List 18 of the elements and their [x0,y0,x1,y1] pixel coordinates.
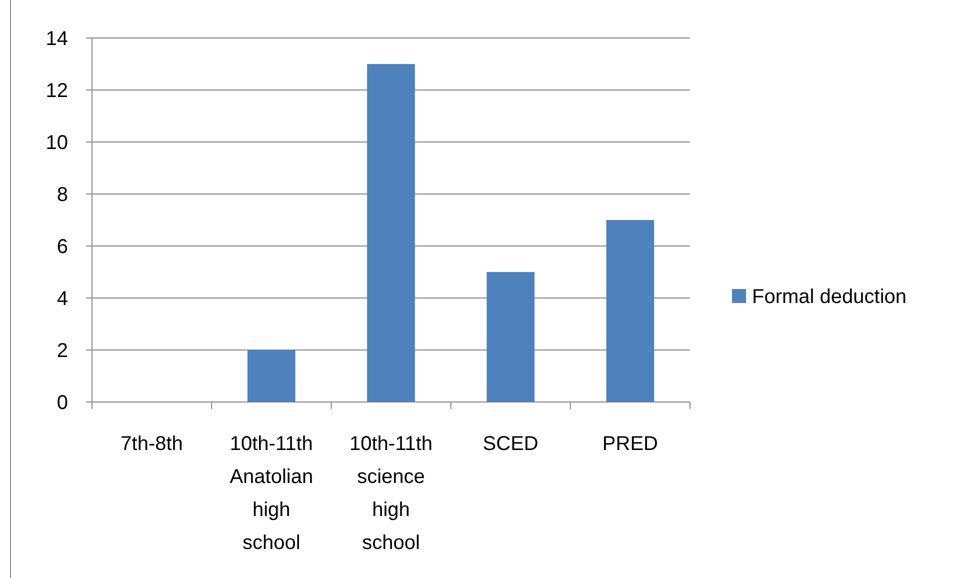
y-tick-label: 14 [46,28,68,50]
y-tick-label: 10 [46,132,68,154]
bar [367,64,415,402]
bar [486,272,535,402]
x-tick-label: PRED [602,433,658,455]
bar [247,350,296,402]
x-tick-label: 10th-11th Anatolian high school [230,433,314,554]
legend-label: Formal deduction [752,286,907,308]
y-tick-label: 0 [56,392,68,414]
y-tick-label: 6 [56,236,68,258]
y-tick-label: 4 [56,288,68,310]
bar [606,220,654,402]
x-tick-label: 7th-8th [120,433,183,455]
y-tick-label: 8 [56,184,68,206]
y-tick-label: 2 [56,340,68,362]
x-tick-label: SCED [482,433,538,455]
x-tick-label: 10th-11th science high school [349,433,433,554]
y-tick-label: 12 [46,80,68,102]
